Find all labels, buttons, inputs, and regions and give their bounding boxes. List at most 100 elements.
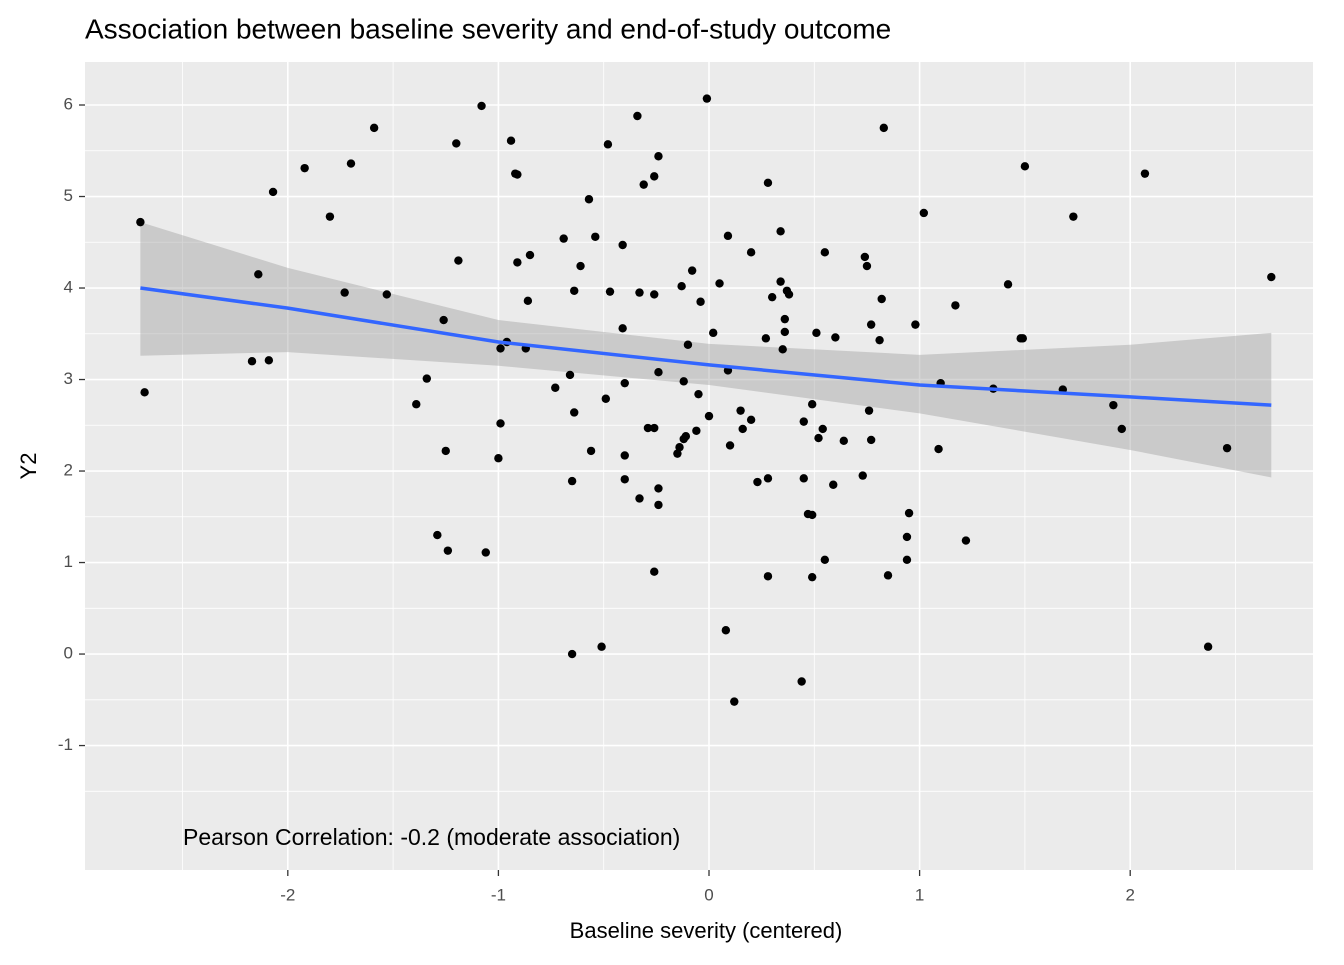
point [677,281,686,291]
point [346,159,356,168]
point [643,423,653,433]
panel-background [85,62,1313,870]
point [807,572,817,582]
point [513,170,522,179]
point [799,417,808,426]
point [496,344,505,353]
point [761,334,771,343]
point [635,288,644,297]
point [673,449,682,458]
point [452,139,461,148]
point [784,290,794,299]
point [650,172,659,181]
point [1018,334,1027,343]
y-tick-label: 6 [64,94,73,113]
point [567,476,577,486]
point [618,324,627,333]
point [883,571,893,580]
point [1020,162,1030,171]
grid [85,62,1313,870]
x-tick-label: 0 [704,885,713,904]
point [679,377,688,386]
y-tick-label: 4 [64,278,73,297]
point [576,261,585,271]
point [650,423,659,433]
point [412,400,421,409]
point [494,454,503,463]
x-tick-label: -2 [280,885,295,904]
point [618,240,627,250]
x-tick-label: 2 [1125,885,1134,904]
point [763,178,773,187]
point [565,370,575,380]
point [481,548,490,557]
y-tick-label: -1 [58,735,73,754]
point [879,123,889,133]
point [904,508,914,518]
point [422,374,432,383]
point [620,451,629,460]
point [1003,280,1013,289]
point [746,415,756,424]
point [778,345,787,354]
point [721,626,731,635]
y-axis-title: Y2 [16,453,41,480]
point [681,432,691,441]
point [433,530,442,540]
point [902,532,912,542]
point [694,389,703,399]
point [961,536,971,545]
point [709,328,718,338]
point [264,356,274,365]
point [635,494,644,503]
point [860,252,870,262]
chart-title: Association between baseline severity an… [85,13,891,44]
point [820,555,830,564]
point [247,357,257,366]
point [763,572,773,581]
point [753,477,762,487]
point [875,335,884,345]
point [763,474,773,483]
x-axis-title: Baseline severity (centered) [570,918,843,943]
point [797,677,806,686]
point [254,270,263,279]
point [692,426,701,435]
x-tick-label: 1 [915,885,924,904]
point [858,471,867,480]
point [702,94,712,103]
point [300,163,309,173]
point [268,187,278,197]
point [620,475,629,484]
point [570,408,579,417]
point [654,484,663,493]
point [525,250,535,260]
point [951,301,960,310]
point [140,388,149,397]
point [820,248,830,257]
point [866,320,876,329]
point [650,567,659,576]
point [650,290,659,299]
point [325,212,335,221]
point [839,436,848,446]
y-tick-label: 1 [64,552,73,571]
point [736,406,745,415]
point [551,383,560,392]
confidence-band [140,222,1272,478]
point [799,474,808,483]
point [818,424,827,434]
point [369,123,379,133]
x-tick-label: -1 [491,885,506,904]
point [506,136,516,145]
point [1069,212,1078,221]
point [654,368,663,377]
point [1109,400,1118,410]
point [523,296,533,306]
y-tick-label: 0 [64,644,73,663]
point [725,441,735,450]
point [1222,443,1232,453]
point [675,443,684,452]
point [567,649,577,659]
point [746,248,756,257]
